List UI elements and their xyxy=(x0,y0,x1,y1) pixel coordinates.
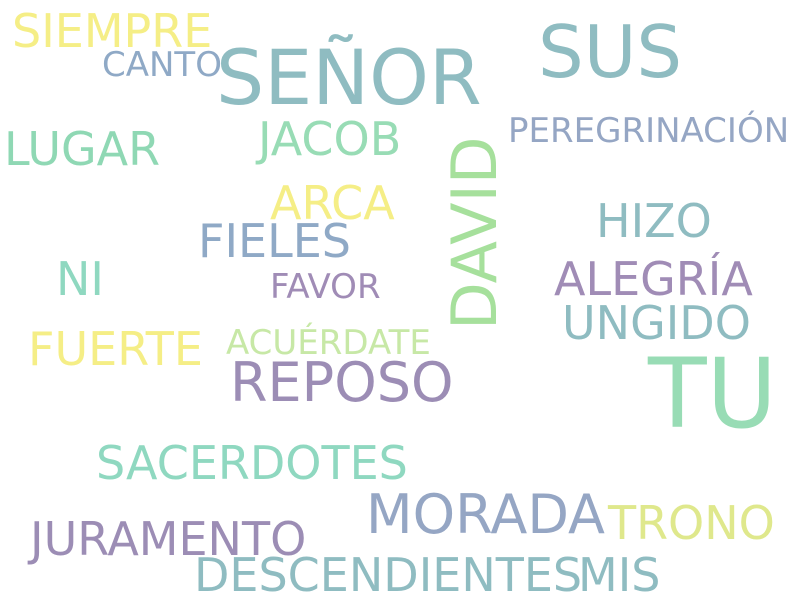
word-jacob: JACOB xyxy=(258,112,402,166)
word-alegria: ALEGRÍA xyxy=(554,252,753,306)
word-canto: CANTO xyxy=(102,45,222,85)
word-juramento: JURAMENTO xyxy=(30,512,307,566)
word-ni: NI xyxy=(56,252,104,306)
word-david: DAVID xyxy=(438,136,511,330)
word-fuerte: FUERTE xyxy=(28,322,203,376)
word-arca: ARCA xyxy=(270,176,395,230)
word-mis: MIS xyxy=(578,548,661,600)
word-trono: TRONO xyxy=(608,496,775,550)
word-senor: SEÑOR xyxy=(216,33,482,122)
word-peregrinacion: PEREGRINACIÓN xyxy=(508,111,790,151)
word-lugar: LUGAR xyxy=(4,122,161,176)
word-favor: FAVOR xyxy=(270,267,381,307)
word-acuerdate: ACUÉRDATE xyxy=(226,323,431,363)
word-ungido: UNGIDO xyxy=(562,296,751,350)
word-morada: MORADA xyxy=(366,483,605,546)
word-reposo: REPOSO xyxy=(230,351,454,414)
word-descendientes: DESCENDIENTES xyxy=(194,548,583,600)
word-tu: TU xyxy=(648,338,777,450)
word-fieles: FIELES xyxy=(198,214,351,268)
word-siempre: SIEMPRE xyxy=(12,4,213,58)
word-sacerdotes: SACERDOTES xyxy=(96,436,408,490)
word-hizo: HIZO xyxy=(596,194,712,248)
word-sus: SUS xyxy=(538,10,683,94)
